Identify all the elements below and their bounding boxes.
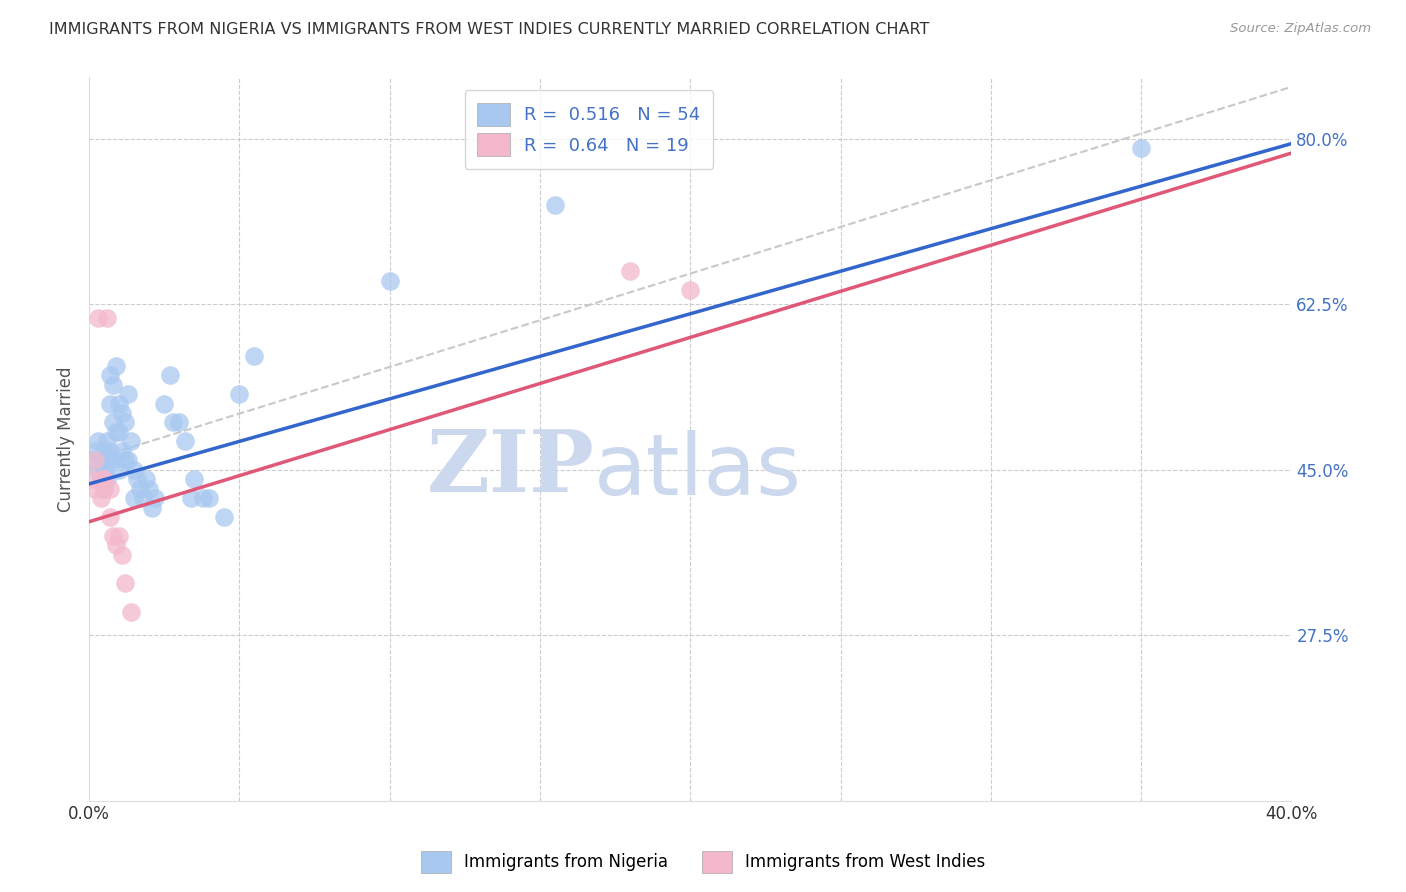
Point: [111, 548, 134, 562]
Point: [111, 443, 134, 458]
Point: [105, 359, 128, 373]
Point: [180, 491, 202, 505]
Point: [87, 434, 110, 449]
Point: [193, 491, 215, 505]
Point: [98, 443, 121, 458]
Point: [174, 434, 197, 449]
Point: [93, 482, 115, 496]
Point: [114, 416, 136, 430]
Point: [117, 387, 139, 401]
Point: [84, 453, 107, 467]
Text: IMMIGRANTS FROM NIGERIA VS IMMIGRANTS FROM WEST INDIES CURRENTLY MARRIED CORRELA: IMMIGRANTS FROM NIGERIA VS IMMIGRANTS FR…: [49, 22, 929, 37]
Point: [619, 264, 641, 278]
Point: [84, 443, 107, 458]
Text: atlas: atlas: [595, 430, 801, 513]
Legend: Immigrants from Nigeria, Immigrants from West Indies: Immigrants from Nigeria, Immigrants from…: [415, 845, 991, 880]
Point: [183, 472, 205, 486]
Point: [90, 491, 112, 505]
Point: [198, 491, 221, 505]
Point: [90, 472, 112, 486]
Point: [228, 387, 250, 401]
Point: [117, 453, 139, 467]
Point: [132, 491, 155, 505]
Point: [153, 396, 176, 410]
Point: [98, 396, 121, 410]
Point: [93, 482, 115, 496]
Point: [96, 311, 118, 326]
Point: [93, 463, 115, 477]
Point: [138, 482, 160, 496]
Point: [80, 453, 103, 467]
Point: [101, 529, 124, 543]
Point: [108, 463, 131, 477]
Point: [105, 538, 128, 552]
Point: [122, 463, 145, 477]
Point: [544, 198, 567, 212]
Point: [122, 491, 145, 505]
Point: [84, 482, 107, 496]
Point: [378, 274, 401, 288]
Point: [90, 472, 112, 486]
Point: [120, 605, 142, 619]
Point: [96, 472, 118, 486]
Point: [120, 434, 142, 449]
Point: [679, 283, 702, 297]
Point: [90, 453, 112, 467]
Point: [129, 482, 152, 496]
Text: ZIP: ZIP: [426, 426, 595, 510]
Point: [111, 406, 134, 420]
Legend: R =  0.516   N = 54, R =  0.64   N = 19: R = 0.516 N = 54, R = 0.64 N = 19: [465, 90, 713, 169]
Point: [143, 491, 166, 505]
Point: [162, 416, 184, 430]
Point: [96, 434, 118, 449]
Point: [93, 443, 115, 458]
Point: [108, 529, 131, 543]
Point: [98, 482, 121, 496]
Point: [114, 453, 136, 467]
Point: [108, 425, 131, 439]
Point: [108, 396, 131, 410]
Point: [98, 368, 121, 383]
Point: [80, 472, 103, 486]
Point: [98, 510, 121, 524]
Point: [101, 377, 124, 392]
Point: [114, 576, 136, 591]
Point: [87, 463, 110, 477]
Point: [167, 416, 190, 430]
Point: [87, 311, 110, 326]
Point: [214, 510, 236, 524]
Point: [105, 425, 128, 439]
Point: [135, 472, 157, 486]
Point: [159, 368, 181, 383]
Point: [243, 349, 266, 363]
Point: [1130, 141, 1153, 155]
Point: [101, 453, 124, 467]
Point: [96, 453, 118, 467]
Y-axis label: Currently Married: Currently Married: [58, 367, 75, 512]
Point: [127, 472, 149, 486]
Text: Source: ZipAtlas.com: Source: ZipAtlas.com: [1230, 22, 1371, 36]
Point: [93, 472, 115, 486]
Point: [101, 416, 124, 430]
Point: [141, 500, 163, 515]
